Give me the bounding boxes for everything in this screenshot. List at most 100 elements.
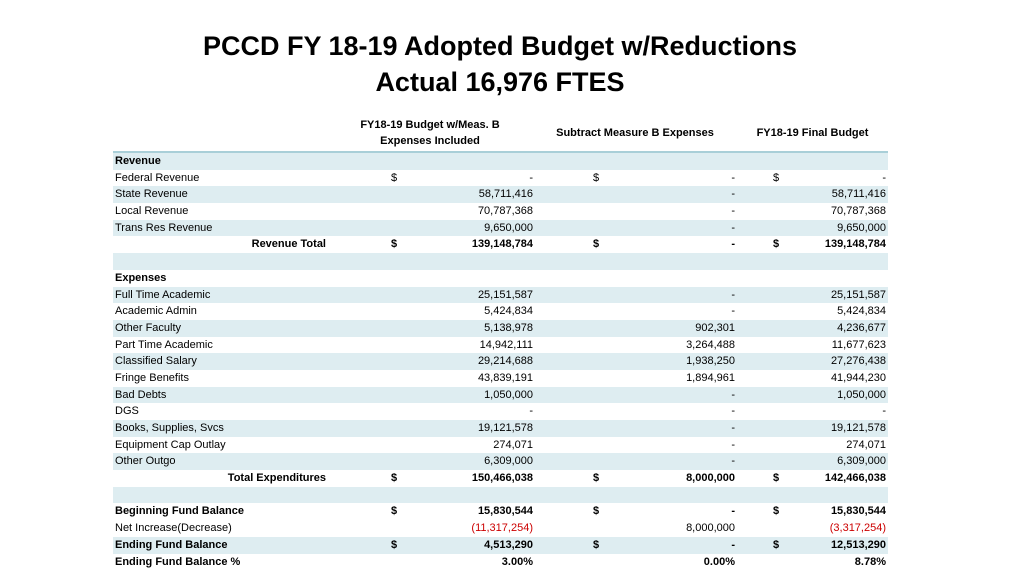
budget-value: 139,148,784 (471, 238, 533, 251)
measure-b-value: - (731, 422, 735, 434)
row-label: Net Increase(Decrease) (115, 522, 232, 535)
table-row: Federal Revenue $ - $ - $ - (113, 170, 888, 187)
measure-b-value: 3,264,488 (686, 338, 735, 351)
currency-symbol: $ (593, 472, 600, 485)
budget-value: 6,309,000 (484, 455, 533, 468)
budget-value: 29,214,688 (477, 355, 533, 368)
table-row: Bad Debts 1,050,000 - 1,050,000 (113, 386, 888, 404)
column-header-budget-line-2: Expenses Included (380, 135, 480, 147)
measure-b-value: - (731, 438, 735, 451)
row-label: Expenses (115, 271, 167, 284)
budget-value: - (529, 405, 533, 418)
currency-symbol: $ (593, 505, 600, 518)
budget-value: 4,513,290 (484, 538, 533, 551)
final-budget-value: 19,121,578 (830, 422, 886, 434)
row-label: Books, Supplies, Svcs (115, 422, 224, 434)
final-budget-value: 25,151,587 (830, 288, 886, 301)
table-row: Other Outgo 6,309,000 - 6,309,000 (113, 453, 888, 471)
budget-value: 25,151,587 (477, 288, 533, 301)
column-header-final-budget: FY18-19 Final Budget (756, 127, 869, 139)
page-title: PCCD FY 18-19 Adopted Budget w/Reduction… (0, 28, 1000, 100)
row-label: Trans Res Revenue (115, 221, 213, 234)
measure-b-value: - (731, 205, 735, 218)
table-row: Classified Salary 29,214,688 1,938,250 27,2… (113, 353, 888, 370)
budget-value: 3.00% (501, 555, 533, 568)
row-label: Beginning Fund Balance (115, 505, 244, 518)
budget-value: 150,466,038 (471, 472, 533, 485)
table-row: Local Revenue 70,787,368 - 70,787,368 (113, 203, 888, 220)
final-budget-value: 58,711,416 (831, 188, 886, 201)
row-label: Academic Admin (115, 305, 197, 318)
budget-value: - (529, 171, 533, 184)
column-header-budget-line-1: FY18-19 Budget w/Meas. B (360, 119, 500, 131)
measure-b-value: 0.00% (703, 555, 735, 568)
row-label: Local Revenue (115, 205, 189, 218)
row-label: Full Time Academic (115, 288, 211, 301)
final-budget-value: - (882, 171, 886, 184)
currency-symbol: $ (773, 505, 780, 518)
currency-symbol: $ (391, 472, 398, 485)
budget-value: 58,711,416 (478, 188, 533, 201)
row-label: Revenue (115, 155, 161, 167)
table-row (113, 253, 888, 270)
table-row: Net Increase(Decrease) (11,317,254) 8,000,… (113, 520, 888, 537)
row-label: Other Faculty (115, 321, 182, 334)
final-budget-value: 4,236,677 (837, 321, 886, 334)
measure-b-value: - (731, 538, 735, 551)
budget-value: 19,121,578 (477, 422, 533, 434)
budget-value: 43,839,191 (477, 371, 533, 384)
row-label: Federal Revenue (115, 171, 200, 184)
measure-b-value: - (731, 305, 735, 318)
currency-symbol: $ (593, 538, 600, 551)
table-row: Expenses (113, 270, 888, 287)
measure-b-value: 8,000,000 (686, 522, 735, 535)
final-budget-value: 139,148,784 (824, 238, 886, 251)
currency-symbol: $ (391, 238, 398, 251)
table-row: DGS - - - (113, 403, 888, 420)
budget-value: 9,650,000 (484, 221, 533, 234)
currency-symbol: $ (773, 538, 780, 551)
final-budget-value: (3,317,254) (829, 522, 886, 535)
budget-value: 70,787,368 (477, 205, 533, 218)
final-budget-value: 8.78% (854, 555, 886, 568)
row-label: Part Time Academic (115, 338, 213, 351)
row-label: Classified Salary (115, 355, 197, 368)
final-budget-value: - (882, 405, 886, 418)
table-row: State Revenue 58,711,416 - 58,711,416 (113, 186, 888, 204)
measure-b-value: - (731, 171, 735, 184)
final-budget-value: 41,944,230 (830, 371, 886, 384)
budget-value: 5,424,834 (484, 305, 533, 318)
table-row: Academic Admin 5,424,834 - 5,424,834 (113, 303, 888, 320)
final-budget-value: 142,466,038 (824, 472, 886, 485)
table-row: Revenue Total $139,148,784 $ - $139,148,784 (113, 236, 888, 253)
measure-b-value: 1,894,961 (686, 371, 735, 384)
title-line-2: Actual 16,976 FTES (375, 67, 625, 97)
measure-b-value: - (731, 188, 735, 201)
table-row: Total Expenditures $150,466,038 $8,000,000… (113, 470, 888, 487)
row-label: State Revenue (115, 188, 188, 201)
budget-value: 5,138,978 (484, 321, 533, 334)
final-budget-value: 5,424,834 (837, 305, 886, 318)
table-row: Trans Res Revenue 9,650,000 - 9,650,000 (113, 219, 888, 237)
final-budget-value: 274,071 (846, 438, 886, 451)
final-budget-value: 15,830,544 (830, 505, 886, 518)
currency-symbol: $ (593, 238, 600, 251)
column-headers: FY18-19 Budget w/Meas. B Expenses Includ… (0, 117, 1024, 151)
table-row: Books, Supplies, Svcs 19,121,578 - 19,121,5… (113, 420, 888, 437)
final-budget-value: 9,650,000 (837, 221, 886, 234)
currency-symbol: $ (773, 238, 780, 251)
final-budget-value: 12,513,290 (830, 538, 886, 551)
table-row: Ending Fund Balance % 3.00% 0.00% 8.78% (113, 554, 888, 571)
budget-value: 15,830,544 (477, 505, 533, 518)
table-row: Revenue (113, 153, 888, 170)
table-row: Part Time Academic 14,942,111 3,264,488 11,… (113, 337, 888, 354)
row-label: Equipment Cap Outlay (115, 438, 226, 451)
row-label: Total Expenditures (227, 472, 326, 485)
measure-b-value: - (731, 455, 735, 468)
row-label: Bad Debts (115, 388, 167, 401)
budget-value: 1,050,000 (484, 388, 533, 401)
measure-b-value: - (731, 288, 735, 301)
row-label: Other Outgo (115, 455, 176, 468)
table-row (113, 486, 888, 504)
measure-b-value: - (731, 405, 735, 418)
